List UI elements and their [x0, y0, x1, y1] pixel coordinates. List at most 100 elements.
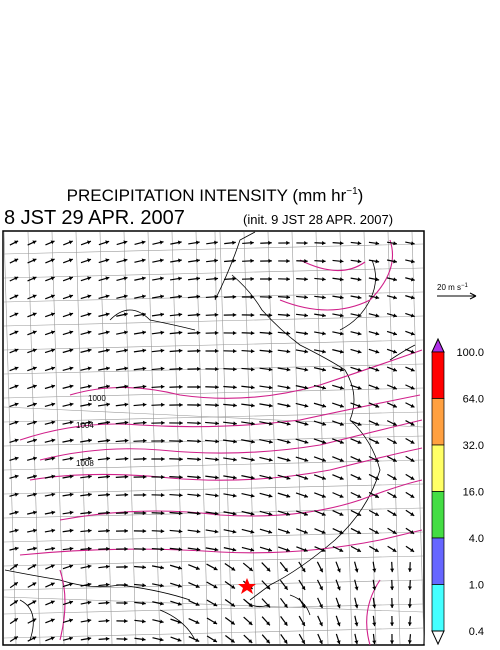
grid-line: [3, 231, 17, 645]
wind-arrow-head: [213, 566, 218, 571]
wind-arrow-head: [339, 440, 344, 444]
wind-arrow-head: [141, 240, 146, 245]
wind-arrow-head: [250, 331, 255, 336]
wind-arrow-head: [375, 241, 380, 246]
wind-arrow-head: [87, 312, 92, 317]
wind-arrow-head: [375, 385, 380, 390]
wind-arrow-head: [50, 276, 55, 281]
wind-arrow-head: [177, 583, 182, 588]
wind-arrow-head: [105, 240, 110, 245]
wind-arrow-head: [124, 546, 128, 552]
wind-arrow-head: [142, 420, 147, 425]
grid-line: [99, 231, 113, 645]
wind-arrow-head: [283, 585, 288, 590]
wind-arrow-head: [51, 366, 55, 371]
wind-arrow-head: [322, 367, 326, 372]
wind-arrow-head: [410, 277, 415, 282]
wind-arrow-head: [215, 421, 219, 426]
wind-arrow-head: [268, 475, 273, 480]
wind-arrow-head: [410, 367, 415, 372]
wind-arrow-head: [178, 258, 182, 263]
wind-arrow-head: [322, 313, 326, 318]
wind-arrow-head: [106, 402, 110, 407]
vector-scale-label: 20 m s−1: [437, 283, 469, 292]
wind-arrow-head: [336, 568, 341, 573]
wind-arrow-head: [268, 331, 273, 336]
wind-arrow-head: [143, 438, 147, 443]
wind-arrow-head: [407, 622, 412, 626]
wind-arrow-head: [230, 638, 235, 643]
wind-arrow-head: [250, 367, 255, 372]
wind-arrow-head: [392, 476, 397, 480]
wind-arrow-head: [123, 294, 128, 299]
wind-arrow-head: [285, 547, 290, 552]
wind-arrow-head: [250, 294, 255, 300]
wind-arrow-head: [374, 512, 379, 516]
wind-arrow-head: [124, 492, 129, 497]
wind-arrow-head: [304, 403, 309, 408]
wind-arrow-head: [393, 259, 397, 264]
wind-arrow-head: [265, 639, 270, 644]
wind-arrow-head: [178, 547, 183, 552]
wind-arrow-head: [197, 384, 201, 390]
wind-arrow-head: [286, 475, 291, 480]
wind-arrow-head: [123, 276, 128, 281]
wind-arrow-head: [196, 330, 201, 335]
wind-arrow-head: [233, 385, 237, 390]
location-star: [238, 578, 256, 594]
wind-arrow-head: [51, 420, 56, 425]
wind-arrow-head: [319, 568, 323, 573]
wind-arrow-head: [87, 402, 92, 407]
wind-arrow-head: [354, 586, 359, 591]
wind-arrow-head: [32, 582, 37, 587]
wind-vectors: [9, 240, 415, 645]
isobar: [19, 529, 423, 556]
grid-line: [3, 579, 424, 591]
wind-arrow-head: [357, 385, 362, 390]
wind-arrow-head: [232, 312, 237, 318]
wind-arrow-head: [410, 295, 415, 300]
wind-arrow-head: [14, 330, 19, 335]
wind-arrow-head: [106, 384, 110, 389]
wind-arrow-head: [14, 456, 19, 461]
wind-arrow-head: [215, 348, 219, 354]
wind-arrow-head: [124, 402, 129, 407]
wind-arrow-head: [375, 295, 380, 300]
wind-arrow-head: [248, 639, 253, 643]
wind-arrow-head: [250, 475, 255, 480]
wind-arrow-head: [87, 366, 92, 371]
wind-arrow-head: [69, 618, 73, 623]
wind-arrow-head: [124, 618, 128, 624]
wind-arrow-head: [32, 420, 37, 425]
wind-arrow-head: [178, 565, 182, 570]
wind-arrow-head: [123, 637, 128, 642]
wind-arrow-head: [215, 366, 219, 372]
wind-arrow-head: [232, 475, 237, 480]
valid-time: 8 JST 29 APR. 2007: [4, 207, 185, 229]
wind-arrow-head: [69, 420, 74, 425]
isobar-label: 1008: [76, 459, 94, 468]
wind-arrow-head: [213, 602, 218, 607]
colorbar-top: [431, 337, 445, 353]
wind-arrow-head: [375, 259, 380, 264]
colorbar-label: 4.0: [469, 533, 484, 545]
wind-arrow-head: [69, 528, 74, 533]
wind-arrow-head: [251, 403, 255, 408]
wind-arrow-head: [410, 512, 415, 516]
wind-arrow-head: [177, 240, 182, 245]
wind-arrow-head: [51, 474, 56, 479]
wind-arrow-head: [141, 294, 146, 299]
wind-arrow-head: [232, 493, 237, 498]
wind-arrow-head: [105, 258, 110, 263]
wind-arrow-head: [124, 582, 128, 588]
vector-scale-head: [469, 292, 477, 300]
wind-arrow-head: [13, 564, 18, 568]
wind-arrow-head: [51, 384, 56, 389]
wind-arrow-head: [196, 511, 201, 516]
wind-arrow-head: [339, 512, 344, 516]
wind-arrow-head: [196, 312, 201, 317]
wind-arrow-head: [322, 331, 326, 336]
grid-line: [267, 231, 281, 645]
wind-arrow-head: [375, 422, 380, 426]
wind-arrow-head: [214, 511, 219, 516]
